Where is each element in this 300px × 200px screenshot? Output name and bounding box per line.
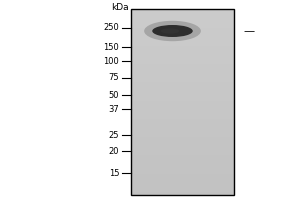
Text: kDa: kDa [111,3,129,12]
Text: 15: 15 [109,168,119,178]
Ellipse shape [161,28,179,34]
Ellipse shape [152,25,193,37]
Ellipse shape [144,21,201,41]
Text: 150: 150 [103,43,119,51]
Text: 25: 25 [109,130,119,140]
Text: —: — [243,26,254,36]
Text: 37: 37 [108,105,119,114]
Text: 100: 100 [103,56,119,66]
Text: 250: 250 [103,23,119,32]
Bar [130,9,234,195]
Text: 20: 20 [109,146,119,156]
Text: 75: 75 [109,73,119,82]
Text: 50: 50 [109,90,119,99]
